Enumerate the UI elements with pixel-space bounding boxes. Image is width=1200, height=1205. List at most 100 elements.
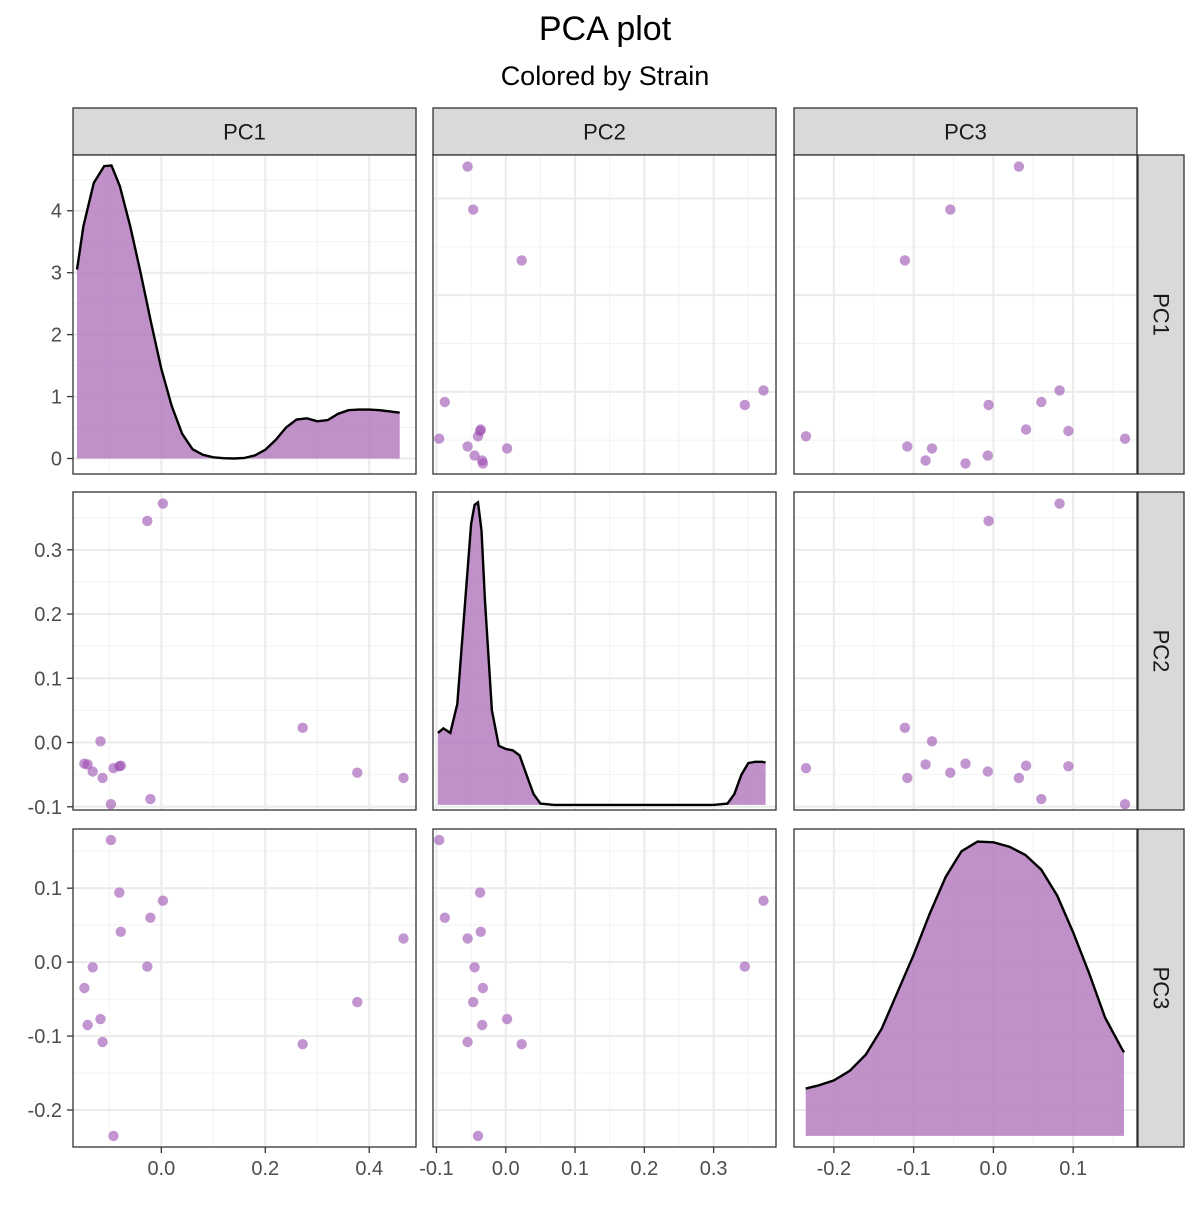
scatter-point [434,433,445,444]
panel-border [432,154,777,475]
y-tick-label: 0 [51,449,62,471]
scatter-point [1054,498,1065,509]
scatter-point [97,772,108,784]
scatter-point [95,1013,106,1025]
scatter-point [501,1013,513,1025]
panel-PC2-PC2 [432,491,777,811]
scatter-point [1013,772,1025,784]
panel-PC1-PC1 [72,154,417,475]
scatter-point [439,912,450,923]
strip-top-label-PC3: PC3 [944,120,987,145]
panel-PC2-PC3 [793,491,1138,811]
panel-PC2-PC1 [72,491,417,811]
scatter-point [462,161,473,172]
chart-subtitle: Colored by Strain [501,61,710,91]
panel-border [72,491,417,811]
panel-background [794,492,1137,810]
scatter-point [97,1036,108,1048]
panel-grid: PC1 PC2 PC3 PC1 PC2 PC3 0 1 2 3 4 -0.1 0.0 0.1 0.2 0.3 -… [28,107,1185,1180]
panel-border [72,828,417,1148]
scatter-point [142,961,153,972]
y-tick-label: 0.1 [34,668,62,690]
panel-border [793,154,1138,475]
scatter-point [439,396,450,408]
scatter-point [79,982,90,994]
scatter-point [1063,761,1074,772]
x-tick-label: -0.1 [896,1158,930,1180]
scatter-point [297,1039,308,1050]
density-curve-PC2 [437,500,766,807]
scatter-point [739,961,750,972]
strip-right-label-PC3: PC3 [1149,967,1174,1010]
scatter-point [475,926,486,937]
scatter-point [157,498,169,509]
scatter-point [926,736,938,747]
panel-background [73,492,416,810]
scatter-point [468,204,479,215]
scatter-point [800,431,812,442]
scatter-point [469,450,480,461]
x-tick-label: 0.2 [251,1158,279,1180]
y-tick-label: 0.1 [34,878,62,900]
x-tick-label: 0.4 [355,1158,383,1180]
x-tick-label: 0.0 [492,1158,520,1180]
strip-right-PC3 [1137,828,1185,1148]
scatter-point [82,759,93,770]
scatter-point [115,926,127,937]
scatter-point [983,399,994,411]
scatter-point [902,441,913,452]
panel-PC3-PC3 [793,828,1138,1148]
y-tick-label: 3 [51,263,62,285]
scatter-point [142,515,153,527]
scatter-point [95,736,106,747]
panel-PC1-PC2 [432,154,777,475]
y-tick-label: 0.0 [34,733,62,755]
scatter-point [1119,799,1131,810]
scatter-point [145,912,156,923]
scatter-point [945,204,956,215]
scatter-point [758,385,769,396]
panel-border [793,491,1138,811]
chart-title: PCA plot [539,10,672,48]
strip-right-PC2 [1137,491,1185,811]
scatter-point [1119,433,1131,444]
scatter-point [982,766,993,777]
strip-right-label-PC1: PC1 [1149,293,1174,336]
scatter-point [960,458,971,469]
panel-border [432,491,777,811]
scatter-point [82,1019,93,1031]
scatter-point [739,399,750,411]
scatter-point [1020,424,1032,435]
density-area-PC3 [805,841,1124,1136]
scatter-point [516,1039,527,1050]
strip-top-label-PC2: PC2 [583,120,626,145]
scatter-point [474,887,486,898]
panel-PC3-PC2 [432,828,777,1148]
scatter-point [516,255,527,266]
x-tick-label: 0.1 [561,1158,589,1180]
scatter-point [477,982,489,994]
panel-background [794,155,1137,474]
x-tick-label: 0.0 [980,1158,1008,1180]
scatter-point [960,758,971,769]
x-tick-label: -0.1 [419,1158,453,1180]
scatter-point [114,887,125,898]
scatter-point [105,834,117,846]
strip-top-PC1 [72,107,417,156]
scatter-point [472,431,484,442]
x-tick-label: 0.0 [147,1158,175,1180]
y-tick-label: 0.0 [34,952,62,974]
x-tick-label: 0.3 [700,1158,728,1180]
strip-right-label-PC2: PC2 [1149,630,1174,673]
scatter-point [352,996,363,1008]
scatter-point [108,763,119,774]
density-area-PC1 [77,165,400,459]
strip-right-PC1 [1137,154,1185,475]
y-tick-label: 4 [51,201,62,223]
x-tick-label: 0.2 [630,1158,658,1180]
scatter-point [945,767,956,778]
density-curve-PC3 [805,840,1126,1090]
scatter-point [434,834,445,846]
panel-PC3-PC1 [72,828,417,1148]
